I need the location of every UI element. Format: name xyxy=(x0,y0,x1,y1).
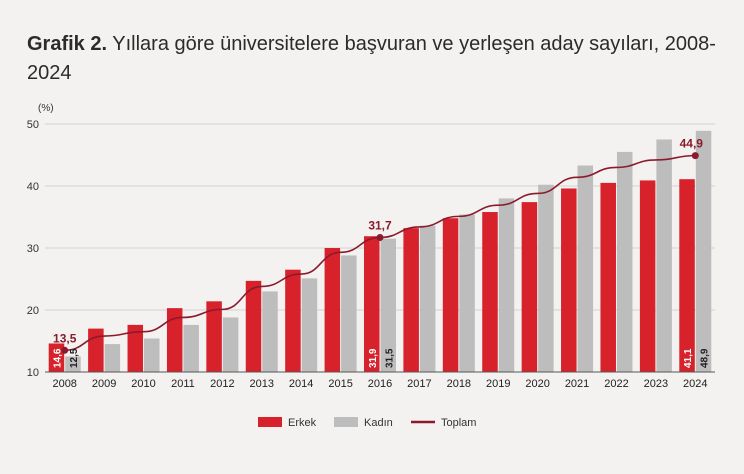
bar-erkek-2022 xyxy=(600,182,616,372)
bar-label-kadın-2008: 12,5 xyxy=(69,348,80,368)
bar-label-kadın-2024: 48,9 xyxy=(700,348,711,368)
y-tick-label: 10 xyxy=(27,367,39,379)
bar-kadın-2016 xyxy=(380,238,396,372)
point-label-2024: 44,9 xyxy=(680,137,704,151)
bar-label-kadın-2016: 31,5 xyxy=(384,348,395,368)
legend: Erkek Kadın Toplam xyxy=(258,417,476,429)
x-tick-label: 2015 xyxy=(328,378,352,390)
y-tick-label: 30 xyxy=(27,243,39,255)
x-tick-label: 2019 xyxy=(486,378,510,390)
bar-erkek-2013 xyxy=(245,280,262,372)
legend-label-toplam: Toplam xyxy=(441,417,476,429)
x-tick-label: 2012 xyxy=(210,378,234,390)
total-line xyxy=(61,152,699,354)
x-tick-label: 2011 xyxy=(171,378,195,390)
x-tick-label: 2016 xyxy=(368,378,392,390)
bar-kadın-2012 xyxy=(222,317,239,372)
chart-title-text: Yıllara göre üniversitelere başvuran ve … xyxy=(27,33,716,84)
bar-erkek-2009 xyxy=(88,328,104,372)
bar-kadın-2019 xyxy=(498,198,515,372)
point-label-2008: 13,5 xyxy=(53,331,77,345)
bars xyxy=(48,130,712,372)
x-tick-label: 2018 xyxy=(447,378,471,390)
x-tick-label: 2017 xyxy=(407,378,431,390)
bar-erkek-2018 xyxy=(442,218,459,372)
bar-erkek-2019 xyxy=(482,212,498,372)
bar-erkek-2021 xyxy=(561,188,577,372)
x-tick-label: 2022 xyxy=(604,378,628,390)
bar-label-erkek-2008: 14,6 xyxy=(52,348,63,368)
legend-swatch-erkek xyxy=(258,417,282,427)
point-marker-2008 xyxy=(61,346,69,354)
bar-erkek-2010 xyxy=(127,324,144,372)
point-marker-2016 xyxy=(376,233,384,241)
bar-erkek-2016 xyxy=(364,236,380,372)
bar-kadın-2018 xyxy=(459,214,475,372)
bar-label-erkek-2024: 41,1 xyxy=(683,348,694,368)
bar-erkek-2023 xyxy=(639,180,656,372)
bar-kadın-2024 xyxy=(695,130,712,372)
data-labels: 13,5 31,7 44,9 14,6 12,5 31,9 31,5 41,1 48,9 xyxy=(52,137,710,368)
x-tick-label: 2009 xyxy=(92,378,116,390)
x-tick-label: 2020 xyxy=(525,378,549,390)
bar-erkek-2008 xyxy=(48,343,65,372)
bar-label-erkek-2016: 31,9 xyxy=(368,348,379,368)
bar-kadın-2011 xyxy=(183,324,199,372)
y-tick-label: 20 xyxy=(27,305,39,317)
bar-erkek-2017 xyxy=(403,228,419,372)
point-marker-2024 xyxy=(691,152,699,160)
y-tick-label: 40 xyxy=(27,181,39,193)
bar-kadın-2021 xyxy=(577,165,594,372)
bar-erkek-2012 xyxy=(206,301,222,372)
x-tick-label: 2013 xyxy=(250,378,274,390)
x-tick-label: 2010 xyxy=(131,378,155,390)
bar-kadın-2009 xyxy=(104,344,121,372)
legend-label-kadın: Kadın xyxy=(364,417,393,429)
bar-kadın-2014 xyxy=(301,278,318,372)
y-axis-label: (%) xyxy=(38,103,54,114)
bar-kadın-2015 xyxy=(341,255,357,372)
legend-swatch-kadın xyxy=(334,417,358,427)
x-tick-label: 2008 xyxy=(52,378,76,390)
bar-kadın-2023 xyxy=(656,139,672,372)
chart-title: Grafik 2. Yıllara göre üniversitelere ba… xyxy=(27,30,727,88)
bar-kadın-2008 xyxy=(65,356,81,372)
x-tick-label: 2014 xyxy=(289,378,313,390)
bar-erkek-2011 xyxy=(166,308,183,372)
bar-kadın-2010 xyxy=(144,338,160,372)
bar-erkek-2015 xyxy=(324,248,341,372)
bar-erkek-2020 xyxy=(521,202,538,372)
bar-kadın-2013 xyxy=(262,291,278,372)
chart-title-label: Grafik 2. xyxy=(27,33,108,55)
legend-label-erkek: Erkek xyxy=(288,417,317,429)
bar-kadın-2017 xyxy=(419,225,436,372)
x-tick-label: 2023 xyxy=(644,378,668,390)
bar-erkek-2014 xyxy=(285,269,301,372)
y-tick-label: 50 xyxy=(27,119,39,131)
bar-kadın-2022 xyxy=(616,151,633,372)
x-tick-label: 2024 xyxy=(683,378,707,390)
axes: 10 20 30 40 50 (%) 2008 2009 2010 2011 2012 2013 201… xyxy=(27,103,715,390)
bar-erkek-2024 xyxy=(679,179,695,372)
bar-kadın-2020 xyxy=(538,184,554,372)
point-label-2016: 31,7 xyxy=(368,218,392,232)
x-tick-label: 2021 xyxy=(565,378,589,390)
